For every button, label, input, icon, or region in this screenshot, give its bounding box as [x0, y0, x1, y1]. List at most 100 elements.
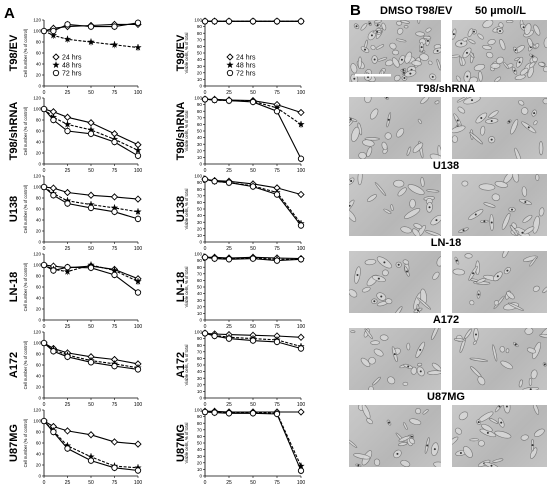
- cell-shape: [506, 19, 514, 23]
- x-tick-label: 0: [43, 168, 46, 174]
- cell-shape: [409, 437, 416, 445]
- cell-shape: [372, 30, 382, 34]
- cell-shape: [415, 408, 421, 415]
- cell-shape: [453, 113, 463, 128]
- cell-shape: [542, 286, 550, 294]
- data-point-72h: [87, 359, 95, 366]
- cell-shape: [369, 108, 379, 120]
- cell-shape: [503, 399, 511, 414]
- cell-shape: [392, 49, 399, 56]
- cell-shape: [358, 152, 367, 160]
- cell-shape: [345, 209, 357, 222]
- y-tick-label: 50: [197, 51, 203, 56]
- cell-shape: [508, 207, 516, 213]
- cell-shape: [477, 33, 484, 40]
- cell-shape: [366, 274, 379, 287]
- cell-shape: [462, 37, 469, 42]
- x-tick-label: 100: [134, 480, 143, 486]
- cell-texture: [446, 399, 545, 470]
- y-tick-label: 60: [197, 200, 203, 205]
- y-tick-label: 80: [36, 352, 42, 357]
- y-tick-label: 20: [197, 226, 203, 231]
- x-tick-label: 25: [65, 90, 71, 96]
- cell-shape: [350, 73, 359, 84]
- cell-nucleus: [426, 39, 429, 42]
- cell-shape: [450, 125, 466, 134]
- micrograph-row-label: T98/shRNA: [416, 83, 476, 95]
- cell-shape: [350, 330, 356, 333]
- y-tick-label: 40: [36, 452, 42, 457]
- y-tick-label: 100: [194, 330, 202, 335]
- cell-shape: [344, 199, 355, 212]
- cell-shape: [406, 342, 411, 351]
- y-axis-title: Viable cells, % of total: [184, 422, 189, 463]
- cell-texture: [450, 19, 550, 84]
- cell-shape: [416, 304, 420, 315]
- data-point-72h: [225, 18, 233, 25]
- cell-shape: [505, 348, 510, 354]
- data-point-48h: [226, 61, 234, 69]
- cell-shape: [477, 459, 491, 467]
- cell-shape: [376, 292, 387, 301]
- cell-shape: [425, 35, 431, 47]
- y-tick-label: 80: [197, 109, 203, 114]
- cell-shape: [372, 376, 381, 386]
- cell-shape: [423, 196, 435, 201]
- cell-line-label: T98/shRNA: [8, 102, 20, 161]
- cell-shape: [494, 76, 502, 83]
- cell-shape: [363, 328, 370, 338]
- cell-shape: [506, 119, 512, 124]
- data-point-72h: [297, 256, 305, 263]
- y-tick-label: 30: [197, 454, 203, 459]
- scale-bar: [355, 74, 391, 77]
- cell-shape: [351, 126, 360, 142]
- panel-b-label: B: [350, 2, 361, 19]
- cell-shape: [530, 43, 537, 49]
- y-tick-label: 20: [197, 460, 203, 465]
- y-tick-label: 50: [197, 363, 203, 368]
- data-point-72h: [134, 467, 142, 474]
- cell-texture: [453, 326, 550, 392]
- y-tick-label: 100: [33, 107, 41, 112]
- cell-nucleus: [455, 259, 458, 262]
- cell-shape: [362, 139, 375, 147]
- cell-shape: [453, 338, 465, 342]
- cell-nucleus: [373, 58, 376, 61]
- y-tick-label: 40: [197, 213, 203, 218]
- x-tick-label: 100: [134, 168, 143, 174]
- x-tick-label: 100: [297, 90, 306, 96]
- micrograph-row-label: A172: [432, 314, 460, 326]
- cell-shape: [366, 71, 370, 80]
- data-point-72h: [50, 27, 57, 35]
- cell-shape: [370, 44, 376, 51]
- cell-shape: [397, 187, 407, 197]
- y-tick-label: 90: [197, 336, 203, 341]
- x-tick-label: 100: [297, 246, 306, 252]
- cell-nucleus: [383, 261, 386, 264]
- cell-nucleus: [433, 448, 436, 451]
- x-tick-label: 50: [88, 324, 94, 330]
- data-point-72h: [50, 192, 57, 199]
- data-point-72h: [134, 366, 142, 373]
- cell-shape: [396, 20, 403, 26]
- cell-shape: [434, 100, 440, 105]
- cell-shape: [473, 63, 486, 71]
- cell-nucleus: [513, 69, 516, 72]
- y-tick-label: 60: [197, 278, 203, 283]
- y-tick-label: 90: [197, 258, 203, 263]
- cell-shape: [420, 176, 425, 188]
- y-tick-label: 60: [36, 129, 42, 134]
- cell-shape: [395, 432, 405, 443]
- data-point-24h: [226, 53, 234, 61]
- x-tick-label: 0: [204, 402, 207, 408]
- y-axis-title: Cell number (% of control): [23, 184, 28, 233]
- cell-shape: [403, 422, 408, 430]
- data-point-72h: [201, 330, 209, 337]
- cell-shape: [540, 326, 550, 338]
- cell-shape: [354, 266, 361, 284]
- series-line: [43, 420, 139, 469]
- y-tick-label: 120: [33, 408, 41, 413]
- cell-nucleus: [466, 75, 469, 78]
- cell-shape: [415, 341, 425, 359]
